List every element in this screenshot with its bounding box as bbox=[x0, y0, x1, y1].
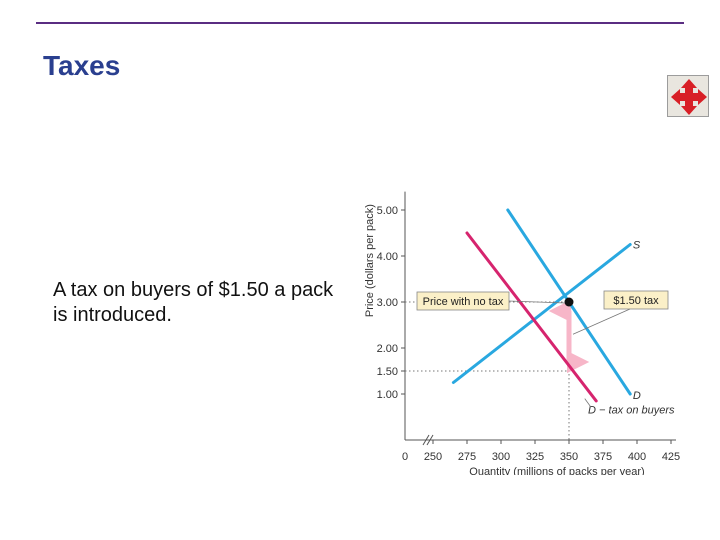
slide-title: Taxes bbox=[43, 50, 121, 81]
y-tick-label: 3.00 bbox=[377, 297, 398, 309]
move-arrows-icon bbox=[671, 79, 707, 115]
x-origin-label: 0 bbox=[402, 451, 408, 463]
y-axis-title: Price (dollars per pack) bbox=[364, 204, 376, 317]
x-tick-label: 300 bbox=[492, 451, 510, 463]
demand-tax-label: D − tax on buyers bbox=[588, 404, 675, 416]
x-axis-title: Quantity (millions of packs per year) bbox=[469, 466, 644, 475]
x-tick-label: 375 bbox=[594, 451, 612, 463]
y-tick-label: 5.00 bbox=[377, 205, 398, 217]
tax-chart: 1.00 1.50 2.00 3.00 4.00 5.00 0 250 275 300 325 350… bbox=[364, 191, 680, 475]
axis-break-mark bbox=[422, 434, 430, 446]
equilibrium-point bbox=[564, 297, 574, 307]
x-tick-label: 425 bbox=[662, 451, 680, 463]
x-tick-label: 400 bbox=[628, 451, 646, 463]
top-divider bbox=[36, 22, 684, 24]
supply-label: S bbox=[633, 240, 641, 252]
annotation-label: Price with no tax bbox=[423, 296, 504, 308]
y-tick-label: 4.00 bbox=[377, 251, 398, 263]
y-tick-label: 1.50 bbox=[377, 366, 398, 378]
demand-tax-leader bbox=[584, 398, 592, 408]
annotation-leader bbox=[508, 300, 566, 304]
x-tick-label: 325 bbox=[526, 451, 544, 463]
annotation-label: $1.50 tax bbox=[613, 295, 659, 307]
x-tick-label: 250 bbox=[424, 451, 442, 463]
demand-minus-tax-curve bbox=[465, 231, 598, 403]
supply-curve bbox=[451, 243, 632, 384]
demand-label: D bbox=[633, 390, 641, 402]
body-text: A tax on buyers of $1.50 a pack is intro… bbox=[53, 279, 334, 326]
move-button[interactable] bbox=[667, 75, 709, 117]
y-tick-label: 2.00 bbox=[377, 343, 398, 355]
x-tick-label: 275 bbox=[458, 451, 476, 463]
axis-break-mark bbox=[426, 434, 434, 446]
annotation-leader bbox=[572, 308, 631, 335]
annotation-box bbox=[603, 290, 669, 310]
y-tick-label: 1.00 bbox=[377, 389, 398, 401]
x-tick-label: 350 bbox=[560, 451, 578, 463]
